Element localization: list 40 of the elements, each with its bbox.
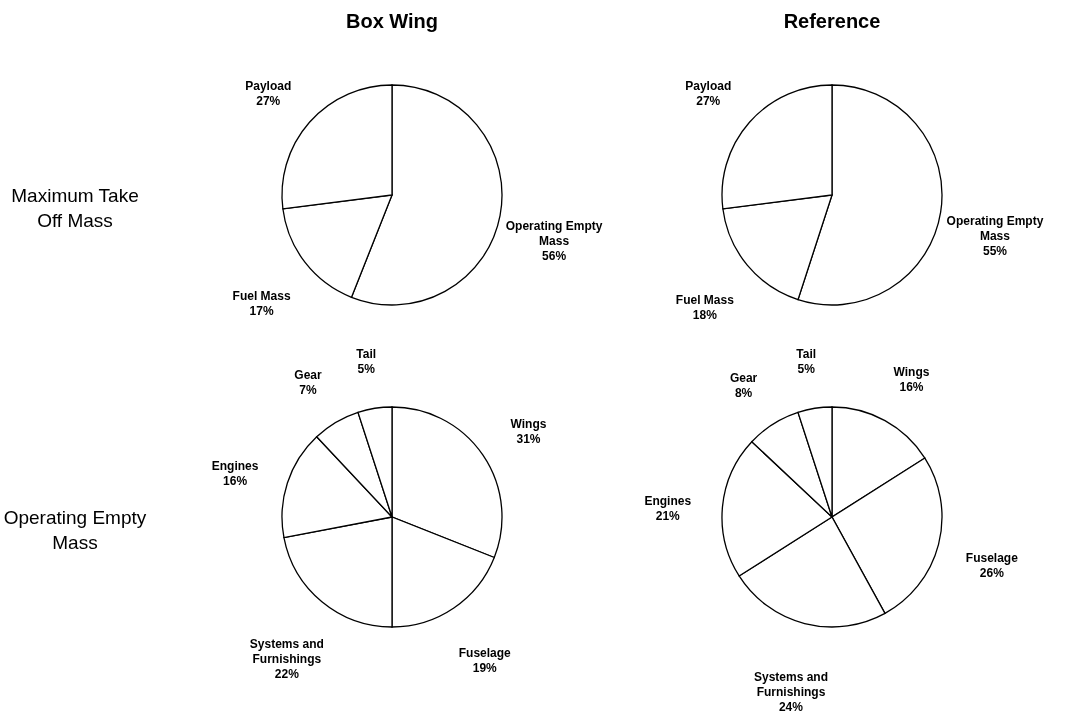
data-label: 16%	[223, 474, 248, 489]
slice-label: Wings	[510, 417, 547, 432]
data-label: 27%	[696, 93, 721, 108]
data-label: 22%	[274, 667, 300, 682]
slice-label: Engines	[644, 494, 692, 509]
slice-label: Fuselage	[965, 551, 1019, 566]
data-label: 7%	[299, 382, 318, 397]
slice-label: Operating Empty Mass	[505, 218, 603, 248]
slice-label: Gear	[729, 370, 758, 385]
slice-label: Fuel Mass	[232, 289, 291, 304]
slice-label: Fuselage	[458, 646, 512, 661]
chart-title: Reference	[783, 10, 881, 32]
text: Maximum Take Off Mass	[10, 184, 140, 233]
data-label: 16%	[899, 380, 924, 395]
slice-label: Engines	[211, 459, 259, 474]
data-label: 56%	[542, 248, 567, 263]
text: Operating Empty Mass	[2, 506, 148, 555]
slice-label: Wings	[893, 365, 930, 380]
data-label: 5%	[797, 362, 816, 377]
slice-label: Tail	[356, 347, 377, 362]
data-label: 18%	[692, 308, 718, 323]
slice-label: Systems and Furnishings	[249, 637, 324, 667]
slice-label: Operating Empty Mass	[946, 213, 1044, 243]
data-label: 24%	[778, 699, 804, 714]
slice-label: Gear	[294, 367, 323, 382]
slice-label: Payload	[685, 78, 732, 93]
data-label: 5%	[357, 362, 376, 377]
slice-label: Payload	[245, 78, 292, 93]
slice-label: Tail	[796, 347, 817, 362]
data-label: 27%	[256, 93, 281, 108]
data-label: 8%	[734, 385, 753, 400]
data-label: 26%	[979, 566, 1005, 581]
slice-label: Systems and Furnishings	[753, 669, 828, 699]
chart-title: Box Wing	[345, 10, 439, 32]
slice-label: Fuel Mass	[675, 293, 735, 308]
data-label: 21%	[655, 509, 681, 524]
data-label: 17%	[249, 304, 274, 319]
data-label: 19%	[472, 661, 498, 676]
data-label: 31%	[516, 432, 541, 447]
data-label: 55%	[982, 243, 1008, 258]
